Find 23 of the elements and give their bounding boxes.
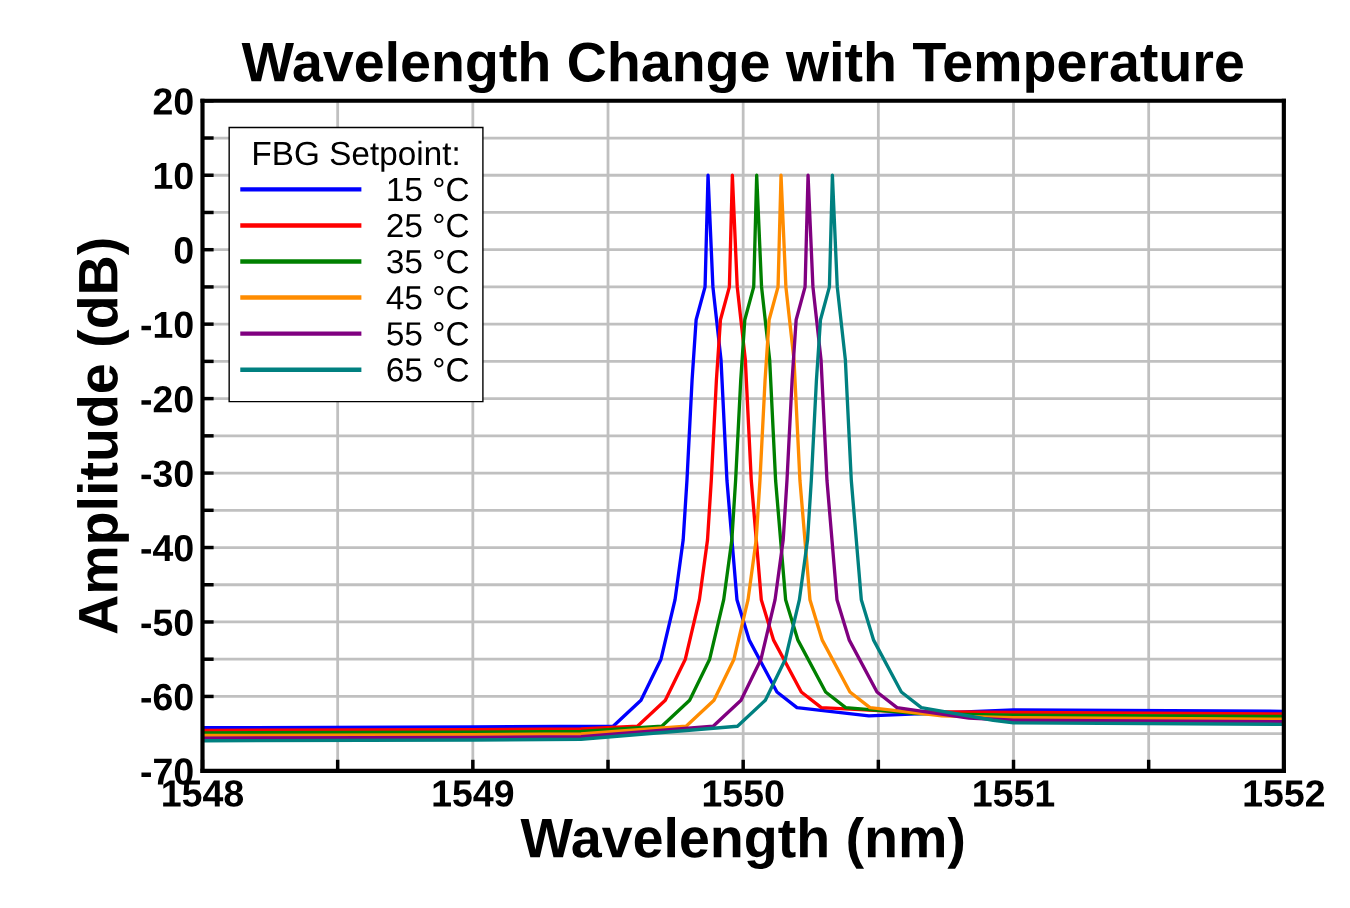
legend-label: 65 °C <box>387 358 469 382</box>
y-tick-label: -20 <box>141 386 193 413</box>
x-tick-label: 1552 <box>1244 780 1325 807</box>
x-tick-label: 1549 <box>433 780 514 807</box>
y-tick-label: -40 <box>141 534 193 562</box>
x-tick-label: 1551 <box>974 780 1055 807</box>
y-tick-label: -30 <box>141 460 193 488</box>
y-tick-label: 0 <box>174 237 193 264</box>
y-axis-title: Amplitude (dB) <box>77 239 129 634</box>
x-axis-title: Wavelength (nm) <box>520 816 964 869</box>
legend-label: 35 °C <box>387 249 469 274</box>
legend-label: 25 °C <box>387 213 469 238</box>
x-tick-label: 1550 <box>703 780 784 807</box>
y-tick-label: 10 <box>154 162 193 190</box>
y-tick-label: -50 <box>141 609 193 636</box>
y-tick-label: -60 <box>141 683 193 711</box>
legend-label: 15 °C <box>388 177 469 202</box>
legend-title: FBG Setpoint: <box>254 140 458 172</box>
y-tick-label: 20 <box>153 88 193 115</box>
legend-label: 45 °C <box>386 285 469 310</box>
legend-label: 55 °C <box>387 322 469 346</box>
chart-title: Wavelength Change with Temperature <box>241 41 1243 94</box>
y-tick-label: -10 <box>141 311 193 339</box>
